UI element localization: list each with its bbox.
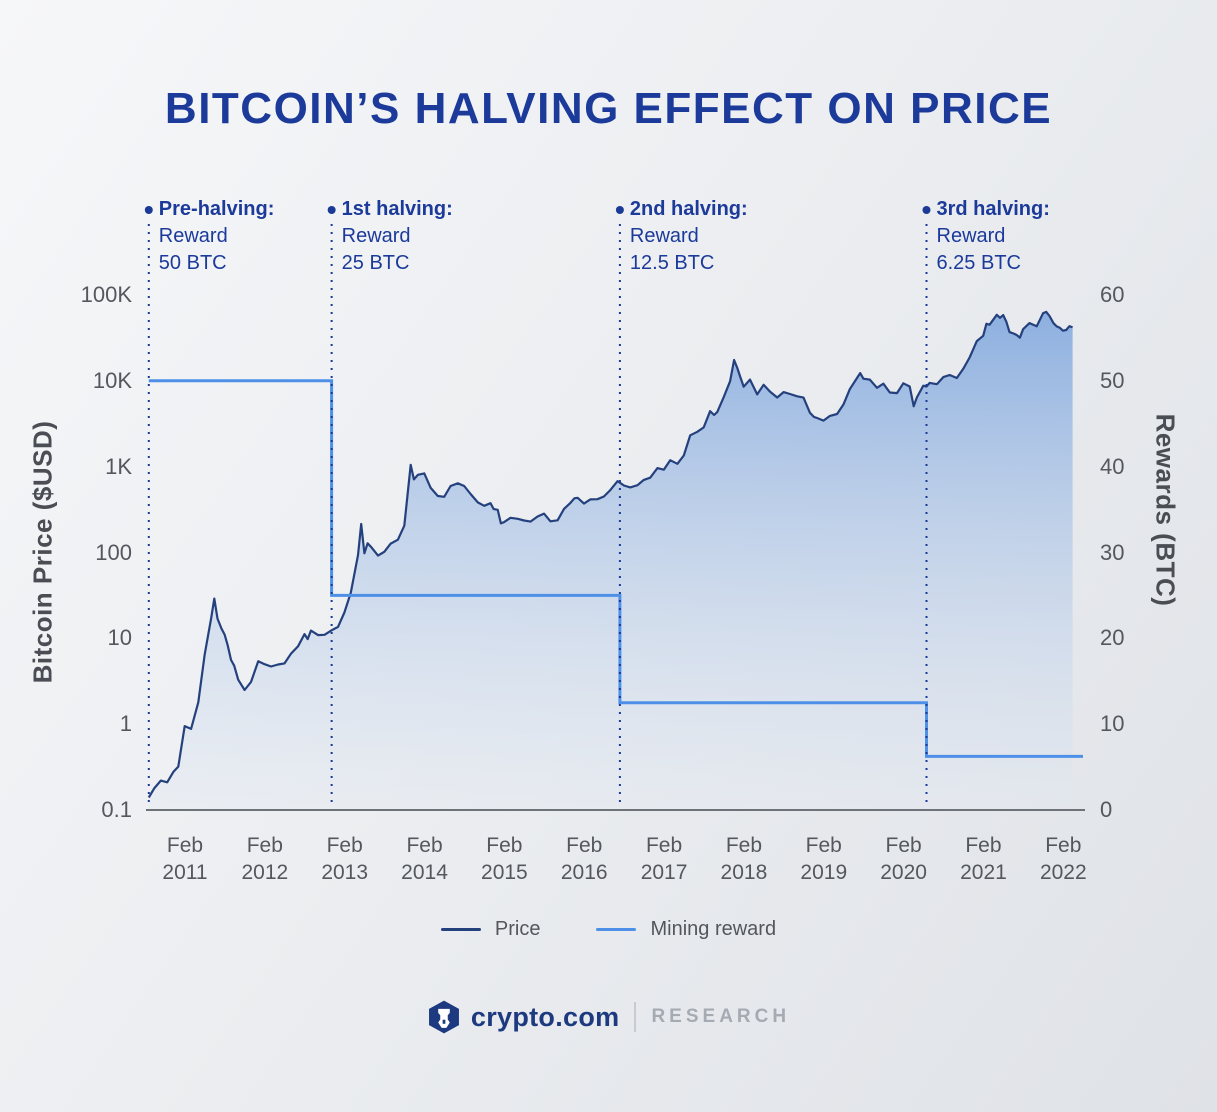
crypto-com-logo-icon bbox=[428, 1000, 459, 1034]
annotation-title: 1st halving: bbox=[341, 198, 453, 220]
footer-divider bbox=[634, 1002, 637, 1032]
annotation-reward-value: 25 BTC bbox=[341, 252, 410, 274]
annotation-reward-label: Reward bbox=[629, 225, 699, 247]
legend: Price Mining reward bbox=[0, 918, 1217, 941]
y-axis-tick-reward: 20 bbox=[1100, 625, 1125, 651]
y-axis-tick-price: 1K bbox=[105, 453, 132, 479]
y-axis-tick-price: 1 bbox=[119, 711, 132, 737]
annotation-reward-label: Reward bbox=[341, 225, 411, 247]
price-area-fill bbox=[148, 311, 1073, 810]
y-axis-tick-reward: 30 bbox=[1100, 539, 1125, 565]
y-axis-tick-price: 0.1 bbox=[101, 797, 132, 822]
halving-bullet-icon bbox=[922, 206, 931, 214]
x-axis-tick: Feb 2020 bbox=[880, 834, 927, 884]
x-axis-tick: Feb 2017 bbox=[640, 834, 688, 884]
x-axis-tick: Feb 2011 bbox=[162, 834, 208, 884]
page-title: BITCOIN’S HALVING EFFECT ON PRICE bbox=[164, 84, 1053, 133]
legend-item-mining-reward: Mining reward bbox=[596, 918, 776, 941]
legend-mining-reward-label: Mining reward bbox=[650, 918, 777, 940]
footer: crypto.com RESEARCH bbox=[0, 1000, 1217, 1034]
annotation-title: 3rd halving: bbox=[936, 198, 1050, 220]
y-axis-tick-reward: 0 bbox=[1100, 797, 1113, 822]
annotation-3rd-halving: 3rd halving: Reward 6.25 BTC bbox=[937, 196, 1050, 277]
price-line bbox=[147, 310, 1073, 799]
x-axis-tick: Feb 2015 bbox=[481, 834, 528, 884]
x-axis-tick: Feb 2016 bbox=[560, 834, 608, 884]
x-axis-tick: Feb 2013 bbox=[321, 834, 369, 884]
legend-item-price: Price bbox=[440, 918, 541, 941]
x-axis-tick: Feb 2019 bbox=[800, 834, 848, 884]
annotation-title: Pre-halving: bbox=[158, 198, 275, 220]
annotation-reward-label: Reward bbox=[936, 225, 1006, 247]
x-axis-tick: Feb 2018 bbox=[720, 834, 768, 884]
halving-bullet-icon bbox=[144, 206, 153, 214]
crypto-com-brand: crypto.com bbox=[427, 1000, 620, 1034]
annotation-reward-value: 50 BTC bbox=[158, 252, 227, 274]
halving-bullet-icon bbox=[615, 206, 624, 214]
y-axis-tick-price: 10K bbox=[92, 367, 132, 393]
y-axis-tick-reward: 60 bbox=[1100, 282, 1125, 307]
annotation-reward-label: Reward bbox=[158, 225, 228, 247]
mining-reward-line-swatch bbox=[596, 928, 637, 931]
price-line-swatch bbox=[440, 928, 481, 931]
y-axis-tick-price: 100 bbox=[95, 539, 132, 565]
y-axis-tick-reward: 10 bbox=[1100, 711, 1125, 737]
annotation-1st-halving: 1st halving: Reward 25 BTC bbox=[342, 196, 453, 277]
x-axis-tick: Feb 2012 bbox=[241, 834, 289, 884]
legend-price-label: Price bbox=[494, 918, 541, 940]
halving-bullet-icon bbox=[327, 206, 336, 214]
annotation-reward-value: 6.25 BTC bbox=[936, 252, 1021, 274]
annotation-title: 2nd halving: bbox=[629, 198, 748, 220]
annotation-pre-halving: Pre-halving: Reward 50 BTC bbox=[159, 196, 275, 277]
y-axis-tick-reward: 40 bbox=[1100, 453, 1125, 479]
x-axis-tick: Feb 2022 bbox=[1039, 834, 1087, 884]
y-axis-tick-reward: 50 bbox=[1100, 367, 1125, 393]
annotation-2nd-halving: 2nd halving: Reward 12.5 BTC bbox=[630, 196, 748, 277]
y-axis-tick-price: 10 bbox=[107, 625, 132, 651]
y-axis-tick-price: 100K bbox=[80, 282, 132, 307]
x-axis-tick: Feb 2014 bbox=[401, 834, 448, 884]
x-axis-tick: Feb 2021 bbox=[960, 834, 1007, 884]
brand-name: crypto.com bbox=[470, 1001, 620, 1032]
research-label: RESEARCH bbox=[651, 1006, 791, 1027]
annotation-reward-value: 12.5 BTC bbox=[629, 252, 715, 274]
